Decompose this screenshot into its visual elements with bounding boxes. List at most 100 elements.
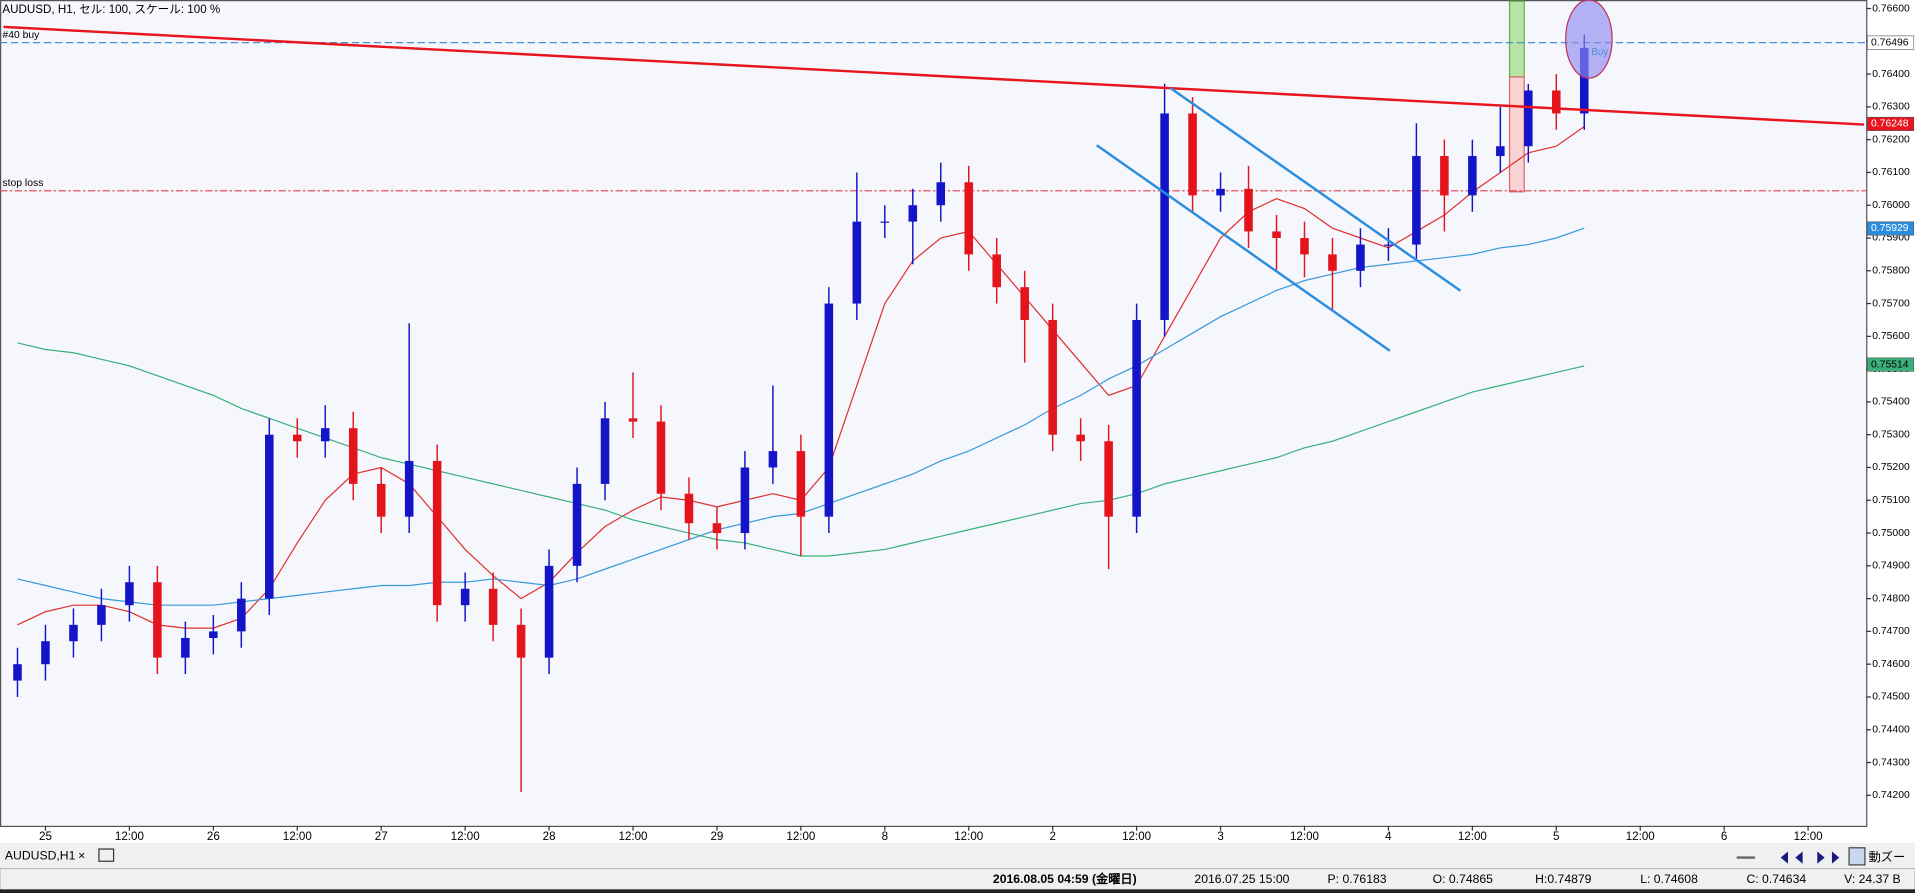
x-tick-label: 12:00	[1458, 830, 1487, 843]
y-tick-label: 0.76400	[1872, 69, 1910, 80]
candle-body	[880, 221, 890, 223]
x-tick-label: 27	[375, 830, 388, 843]
y-tick-label: 0.75700	[1872, 298, 1910, 309]
candle-body	[1496, 146, 1505, 157]
candle-body	[656, 421, 666, 494]
plot-area	[0, 0, 1868, 828]
price-tag	[1867, 357, 1915, 372]
x-tick-label: 8	[882, 830, 888, 843]
candle-body	[1188, 113, 1197, 196]
nav-last[interactable]	[1831, 851, 1840, 864]
candle-body	[628, 418, 638, 422]
level-label: stop loss	[2, 178, 43, 189]
buy-ellipse	[1565, 0, 1613, 79]
nav-buttons[interactable]	[1780, 851, 1840, 864]
chart-info: AUDUSD, H1, セル: 100, スケール: 100 %	[2, 3, 220, 16]
y-tick-label: 0.76300	[1872, 102, 1910, 113]
candle-body	[237, 598, 246, 632]
candle-body	[1244, 188, 1253, 232]
x-tick-label: 12:00	[451, 830, 480, 843]
candle-body	[41, 641, 50, 665]
y-tick-label: 0.74600	[1872, 659, 1910, 670]
candle-body	[908, 205, 918, 222]
candle-body	[460, 588, 470, 606]
tab-close[interactable]: ×	[78, 849, 85, 863]
y-tick-label: 0.74200	[1872, 790, 1910, 801]
y-tick-label: 0.74500	[1872, 692, 1910, 703]
candle-body	[712, 523, 722, 534]
y-tick-label: 0.75600	[1872, 331, 1910, 342]
status-item: P: 0.76183	[1328, 872, 1387, 886]
candle-body	[1524, 90, 1533, 147]
x-tick-label: 12:00	[1290, 830, 1319, 843]
candle-body	[516, 624, 526, 658]
candle-body	[488, 588, 498, 625]
candle-body	[1412, 156, 1421, 245]
tab-icon[interactable]	[98, 848, 115, 862]
candle-body	[1440, 156, 1449, 196]
y-tick-label: 0.74400	[1872, 724, 1910, 735]
level-label: #40 buy	[2, 30, 40, 41]
toolbar-label[interactable]: 動ズー	[1869, 849, 1906, 864]
status-items: 2016.08.05 04:59 (金曜日) 2016.07.25 15:00 P:…	[993, 871, 1901, 886]
candle-body	[69, 624, 78, 642]
candle-body	[265, 434, 274, 599]
candle-body	[1328, 254, 1337, 271]
candle-body	[404, 460, 414, 517]
nav-next[interactable]	[1817, 851, 1825, 864]
candle-body	[348, 428, 358, 484]
x-tick-label: 12:00	[1122, 830, 1151, 843]
x-tick-label: 4	[1385, 830, 1392, 843]
candle-body	[1272, 231, 1281, 239]
price-tag	[1867, 35, 1915, 50]
candle-body	[824, 303, 834, 517]
nav-first[interactable]	[1780, 851, 1788, 864]
price-tag-label: 0.75514	[1871, 359, 1909, 370]
price-tag	[1867, 221, 1915, 236]
nav-prev[interactable]	[1795, 851, 1803, 864]
auto-scroll-btn[interactable]	[1848, 847, 1866, 866]
y-tick-label: 0.75000	[1872, 528, 1910, 539]
candle-body	[992, 254, 1001, 288]
tab-label[interactable]: AUDUSD,H1	[5, 849, 76, 863]
candle-body	[852, 221, 862, 304]
candle-body	[572, 483, 582, 566]
price-tag	[1867, 116, 1915, 131]
y-tick-label: 0.76200	[1872, 134, 1910, 145]
status-item: O: 0.74865	[1433, 872, 1494, 886]
candle-body	[796, 451, 806, 517]
x-tick-label: 12:00	[954, 830, 983, 843]
candle-body	[1132, 319, 1141, 517]
buy-label: Buy	[1591, 47, 1608, 58]
candle-body	[292, 434, 302, 442]
candle-body	[1076, 434, 1085, 442]
price-tag-label: 0.76248	[1871, 119, 1909, 130]
candle-body	[1384, 244, 1393, 246]
status-bar	[0, 867, 1915, 893]
candle-body	[97, 605, 106, 625]
x-tick-label: 12:00	[619, 830, 648, 843]
candle-body	[153, 582, 162, 658]
y-tick-label: 0.75300	[1872, 429, 1910, 440]
plot-bg	[0, 0, 1868, 828]
candle-body	[768, 451, 778, 468]
y-tick-label: 0.76600	[1872, 3, 1910, 14]
x-tick-label: 12:00	[115, 830, 144, 843]
y-tick-label: 0.75100	[1872, 495, 1910, 506]
y-tick-label: 0.76000	[1872, 200, 1910, 211]
x-tick-label: 28	[543, 830, 556, 843]
x-tick-label: 2	[1049, 830, 1055, 843]
trendline	[1169, 86, 1462, 292]
candle-body	[13, 664, 22, 681]
candle-body	[1552, 90, 1561, 114]
tp-box	[1508, 0, 1525, 78]
price-tag-label: 0.76496	[1871, 37, 1909, 48]
y-tick-label: 0.76100	[1872, 167, 1910, 178]
candle-body	[1048, 319, 1057, 435]
tab[interactable]: AUDUSD,H1 ×	[5, 849, 85, 863]
candle-body	[1468, 156, 1477, 196]
y-tick-label: 0.74800	[1872, 593, 1910, 604]
status-item: L: 0.74608	[1640, 872, 1698, 886]
x-tick-label: 12:00	[1626, 830, 1655, 843]
